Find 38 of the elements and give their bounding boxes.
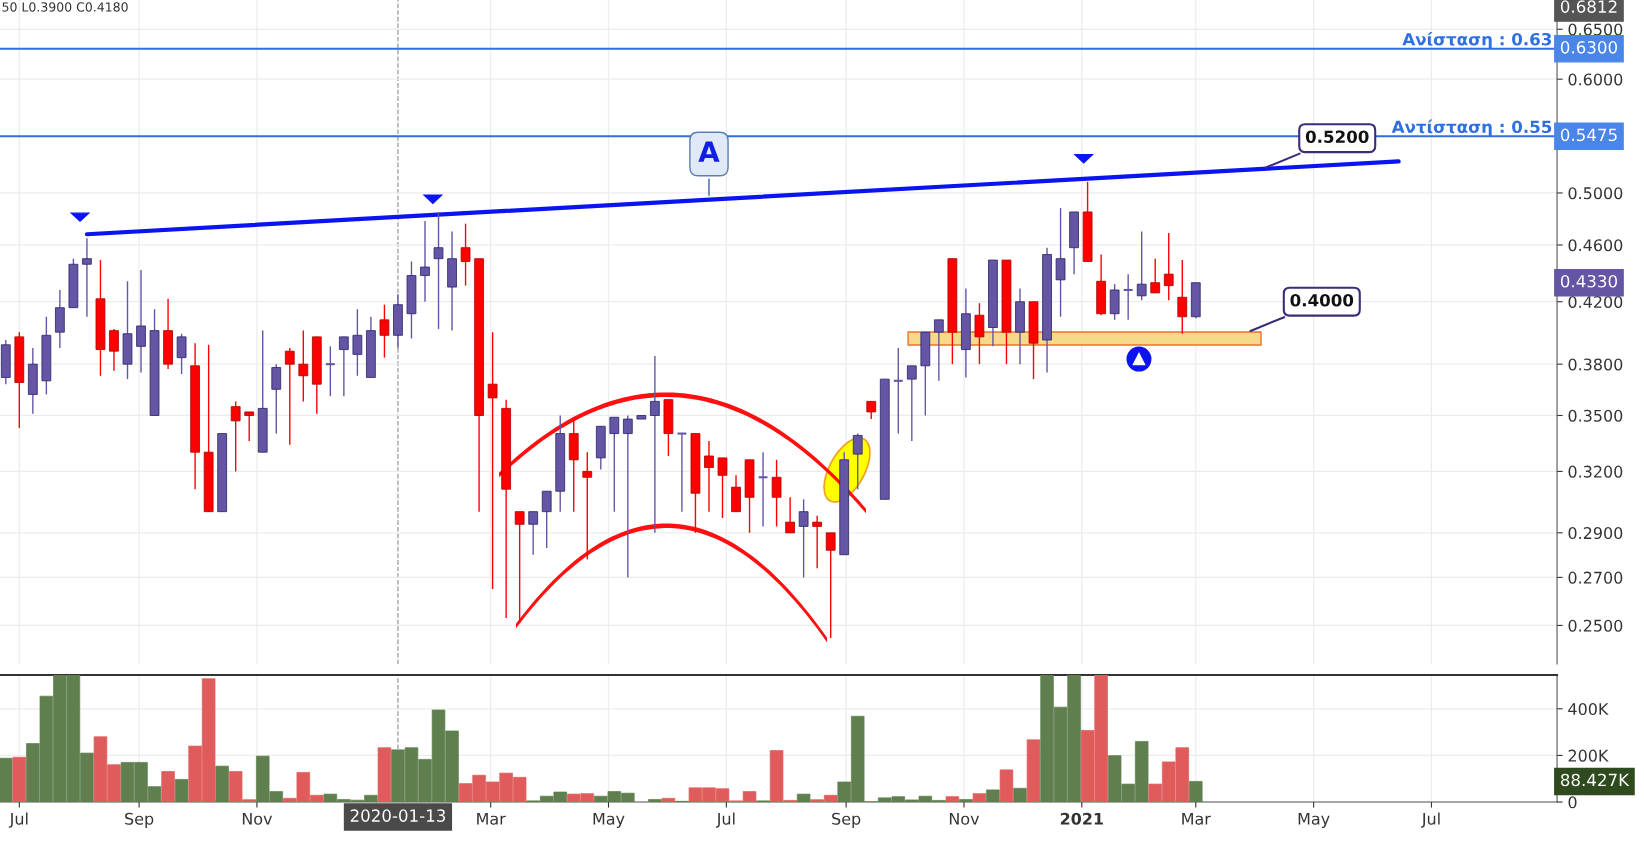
y-tick-label: 0.3500 [1568,409,1623,422]
y-tick-label: 0 [1568,796,1577,809]
y-tick-label: 0.2900 [1568,527,1623,540]
x-tick-label: 2021 [1060,812,1103,825]
text: 0.6300 [1560,41,1618,54]
y-tick-label: 200K [1568,749,1609,762]
annotation: A [698,141,720,162]
text: 88.427K [1560,773,1630,787]
x-tick-label: Mar [477,812,506,825]
x-tick-label: Jul [715,812,735,828]
x-tick-label: Mar [1182,812,1211,825]
y-tick-label: 400K [1568,703,1609,716]
text: 0.6812 [1560,0,1617,13]
annotation: 0.4000 [1290,293,1354,307]
x-tick-label: Sep [832,812,861,828]
ref-line-label: Αντίσταση : 0.55 [1391,119,1552,137]
y-tick-label: 0.4200 [1568,295,1623,309]
x-tick-label: Jul [1421,812,1440,828]
text: 0.5475 [1560,128,1617,142]
annotation: 0.5200 [1305,130,1369,144]
y-tick-label: 0.4600 [1568,239,1623,252]
x-tick-label: Nov [242,812,273,825]
y-tick-label: 0.3800 [1568,358,1623,371]
text: 0.4330 [1560,274,1618,288]
x-tick-label: Sep [125,812,154,828]
ref-line-label: 2020-01-13 [350,809,446,822]
x-tick-label: Nov [949,812,980,825]
y-tick-label: 0.2700 [1568,571,1623,584]
y-tick-label: 0.3200 [1568,465,1623,478]
y-tick-label: 0.6000 [1568,73,1623,86]
y-tick-label: 0.2500 [1568,619,1623,632]
x-tick-label: Jul [8,812,28,828]
x-tick-label: May [593,812,625,828]
x-tick-label: May [1298,812,1330,828]
annotation: 50 L0.3900 C0.4180 [2,2,128,12]
y-tick-label: 0.5000 [1568,187,1623,200]
ref-line-label: Ανίσταση : 0.63 [1402,31,1552,49]
y-tick-label: 0.6500 [1568,23,1623,36]
